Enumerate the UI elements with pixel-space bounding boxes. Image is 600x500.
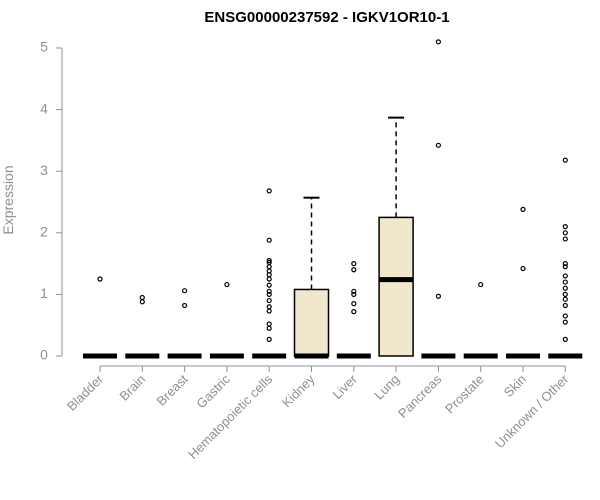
y-tick-label-2: 2 [40,224,48,240]
box-rect-5 [293,288,330,357]
outlier-11-2 [562,313,568,319]
chart-title: ENSG00000237592 - IGKV1OR10-1 [204,9,449,26]
x-tick-label-7: Lung [371,372,402,403]
x-tick-label-9: Prostate [442,372,487,417]
y-axis-label: Expression [0,165,16,234]
outlier-11-10 [562,261,568,267]
box-3 [209,281,244,359]
outlier-11-1 [562,319,568,325]
outlier-6-0 [351,309,357,315]
outlier-4-13 [266,259,272,265]
x-tick-label-5: Kidney [279,371,318,410]
outlier-8-2 [435,39,441,45]
outlier-4-4 [266,304,272,310]
outlier-11-8 [562,273,568,279]
outlier-11-9 [562,264,568,270]
outlier-4-0 [266,336,272,342]
box-2 [167,288,202,359]
x-tick-label-10: Skin [501,372,529,400]
outlier-11-14 [562,157,568,163]
box-5 [293,196,330,359]
outlier-4-7 [266,288,272,294]
outlier-6-2 [351,291,357,297]
outlier-6-5 [351,261,357,267]
outlier-4-9 [266,276,272,282]
outlier-11-4 [562,296,568,302]
box-10 [506,206,540,359]
x-tick-label-6: Liver [329,371,360,402]
outlier-11-5 [562,291,568,297]
y-tick-label-5: 5 [40,39,48,55]
outlier-8-1 [435,142,441,148]
outlier-2-0 [182,302,188,309]
box-0 [83,276,117,359]
outlier-6-3 [351,288,357,294]
outlier-9-0 [478,281,484,288]
outlier-4-12 [266,264,272,270]
outlier-4-8 [266,282,272,288]
y-tick-label-0: 0 [40,347,48,363]
x-tick-label-8: Pancreas [395,371,445,421]
outlier-4-16 [266,188,272,194]
box-4 [252,188,287,359]
x-tick-label-3: Gastric [193,371,233,411]
outlier-8-0 [435,293,441,299]
outlier-10-1 [520,206,526,212]
x-tick-label-0: Bladder [64,371,107,414]
outlier-1-1 [139,294,145,301]
outlier-4-3 [266,308,272,314]
outlier-4-14 [266,257,272,264]
outlier-4-1 [266,325,272,331]
outlier-10-0 [520,265,526,272]
y-axis: 0 1 2 3 4 5 [40,39,63,363]
outlier-2-1 [182,288,188,294]
outlier-11-6 [562,285,568,291]
outlier-11-13 [562,224,568,230]
outlier-11-11 [562,236,568,242]
outlier-4-15 [266,237,272,243]
outlier-0-0 [97,276,103,282]
box-7 [378,116,414,357]
x-tick-label-11: Unknown / Other [492,371,572,451]
x-tick-label-2: Breast [154,371,191,408]
y-tick-label-1: 1 [40,285,48,301]
outlier-3-0 [224,281,230,288]
x-tick-label-1: Brain [116,372,148,404]
outlier-11-3 [562,302,568,309]
outlier-4-2 [266,321,272,327]
boxes-layer [83,39,583,359]
box-rect-7 [378,216,414,357]
box-8 [421,39,456,359]
outlier-11-0 [562,336,568,342]
box-9 [463,281,498,359]
box-6 [336,261,371,359]
outlier-1-0 [139,299,145,305]
outlier-4-5 [266,297,272,304]
outlier-6-4 [351,267,357,273]
outlier-6-1 [351,301,357,307]
outlier-4-6 [266,291,272,297]
outlier-11-12 [562,230,568,236]
box-11 [548,157,583,359]
box-1 [125,294,160,359]
y-tick-label-4: 4 [40,100,48,116]
outlier-11-7 [562,279,568,285]
y-tick-label-3: 3 [40,162,48,178]
